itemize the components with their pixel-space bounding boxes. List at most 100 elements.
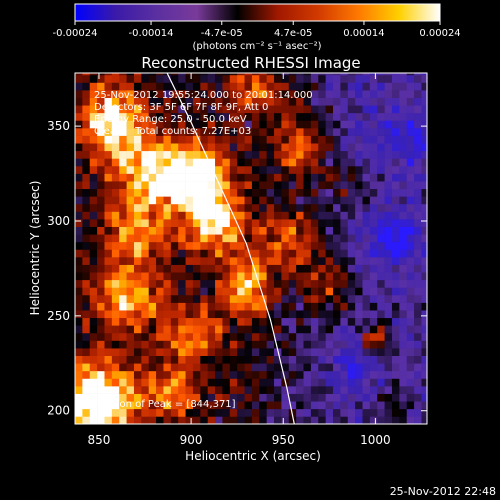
heatmap-cell — [414, 310, 422, 319]
heatmap-cell — [318, 264, 326, 273]
heatmap-cell — [207, 370, 216, 379]
heatmap-cell — [399, 272, 408, 281]
heatmap-cell — [296, 294, 304, 303]
heatmap-cell — [141, 257, 150, 265]
heatmap-cell — [119, 325, 127, 334]
heatmap-cell — [133, 143, 142, 152]
heatmap-cell — [237, 287, 245, 296]
heatmap-cell — [266, 128, 275, 136]
heatmap-cell — [377, 294, 385, 303]
heatmap-cell — [156, 112, 164, 121]
heatmap-cell — [97, 105, 105, 114]
heatmap-cell — [156, 332, 164, 341]
heatmap-cell — [303, 158, 312, 167]
heatmap-cell — [229, 393, 238, 402]
heatmap-cell — [141, 196, 150, 205]
heatmap-cell — [200, 257, 208, 265]
heatmap-cell — [281, 363, 290, 372]
heatmap-cell — [185, 135, 194, 144]
heatmap-cell — [133, 150, 142, 159]
heatmap-cell — [119, 257, 127, 265]
heatmap-cell — [163, 90, 172, 98]
heatmap-cell — [75, 241, 83, 250]
heatmap-cell — [333, 393, 341, 402]
heatmap-cell — [97, 120, 105, 129]
heatmap-cell — [251, 188, 260, 197]
heatmap-cell — [318, 82, 326, 91]
heatmap-cell — [347, 165, 356, 174]
heatmap-cell — [266, 249, 275, 258]
heatmap-cell — [333, 73, 341, 76]
heatmap-cell — [274, 73, 282, 76]
heatmap-cell — [229, 272, 238, 281]
heatmap-cell — [229, 143, 238, 152]
heatmap-cell — [303, 97, 312, 106]
heatmap-cell — [97, 90, 105, 98]
heatmap-cell — [296, 386, 304, 394]
heatmap-cell — [215, 393, 223, 402]
heatmap-cell — [251, 386, 260, 394]
heatmap-cell — [156, 355, 164, 364]
heatmap-cell — [421, 332, 427, 341]
heatmap-cell — [310, 272, 319, 281]
heatmap-cell — [362, 264, 371, 273]
heatmap-cell — [274, 181, 282, 190]
heatmap-cell — [362, 97, 371, 106]
heatmap-cell — [192, 143, 201, 152]
heatmap-cell — [391, 257, 400, 265]
heatmap-cell — [222, 73, 231, 76]
footer-timestamp: 25-Nov-2012 22:48 — [390, 485, 496, 498]
heatmap-cell — [119, 158, 127, 167]
heatmap-cell — [207, 203, 216, 212]
heatmap-cell — [215, 181, 223, 190]
heatmap-cell — [384, 226, 393, 235]
heatmap-cell — [148, 150, 157, 159]
heatmap-cell — [178, 128, 186, 136]
heatmap-cell — [156, 97, 164, 106]
heatmap-cell — [414, 226, 422, 235]
heatmap-cell — [355, 279, 363, 288]
heatmap-cell — [215, 97, 223, 106]
heatmap-cell — [148, 378, 157, 387]
heatmap-cell — [399, 112, 408, 121]
heatmap-cell — [229, 257, 238, 265]
heatmap-cell — [333, 310, 341, 319]
heatmap-cell — [104, 219, 113, 227]
heatmap-cell — [333, 348, 341, 356]
heatmap-cell — [310, 135, 319, 144]
heatmap-cell — [244, 120, 253, 129]
heatmap-cell — [111, 416, 120, 424]
heatmap-cell — [266, 135, 275, 144]
heatmap-cell — [222, 82, 231, 91]
heatmap-cell — [229, 73, 238, 76]
heatmap-cell — [259, 188, 267, 197]
heatmap-cell — [259, 325, 267, 334]
heatmap-cell — [318, 416, 326, 424]
heatmap-cell — [391, 112, 400, 121]
heatmap-cell — [178, 340, 186, 349]
heatmap-cell — [119, 294, 127, 303]
heatmap-cell — [251, 416, 260, 424]
heatmap-cell — [281, 82, 290, 91]
heatmap-cell — [303, 393, 312, 402]
heatmap-cell — [178, 363, 186, 372]
heatmap-cell — [237, 401, 245, 410]
heatmap-cell — [170, 294, 179, 303]
heatmap-cell — [406, 416, 415, 424]
heatmap-cell — [347, 128, 356, 136]
heatmap-cell — [148, 416, 157, 424]
heatmap-cell — [259, 165, 267, 174]
heatmap-cell — [421, 165, 427, 174]
heatmap-cell — [266, 348, 275, 356]
heatmap-cell — [141, 332, 150, 341]
heatmap-cell — [178, 120, 186, 129]
heatmap-cell — [391, 287, 400, 296]
heatmap-cell — [111, 272, 120, 281]
heatmap-cell — [340, 234, 349, 243]
heatmap-cell — [399, 143, 408, 152]
heatmap-cell — [148, 302, 157, 311]
heatmap-cell — [163, 310, 172, 319]
heatmap-cell — [355, 378, 363, 387]
heatmap-cell — [104, 90, 113, 98]
heatmap-cell — [111, 112, 120, 121]
